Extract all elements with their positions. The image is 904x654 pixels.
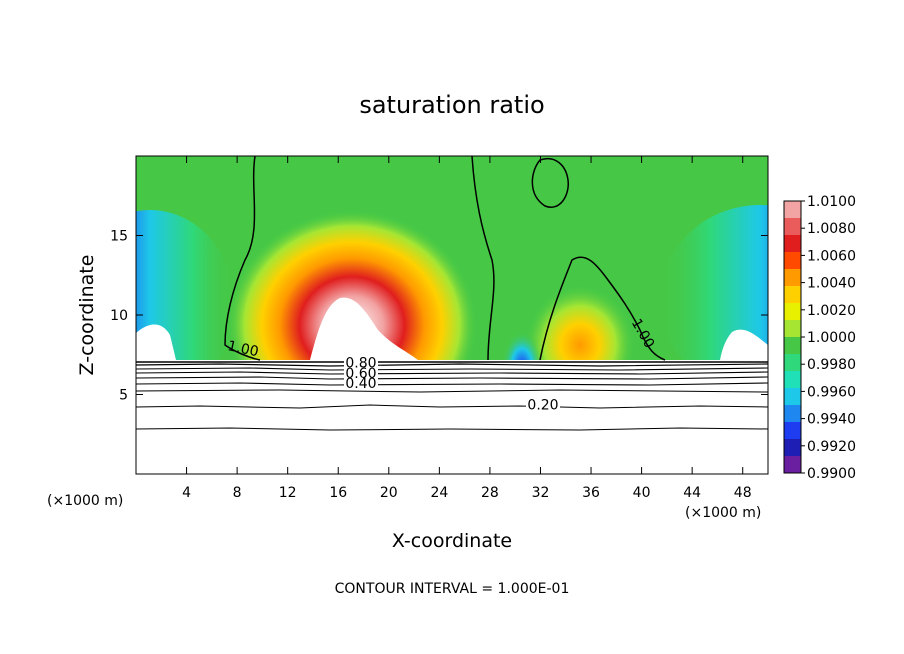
contour-label: 0.80 <box>345 355 376 371</box>
colorbar-label: 1.0040 <box>807 276 856 292</box>
contour-line <box>531 158 569 208</box>
y-tick-label: 5 <box>119 388 128 404</box>
contour-line <box>135 371 769 375</box>
colorbar-swatch <box>784 456 801 474</box>
x-tick-label: 16 <box>329 485 347 501</box>
contour-label: 0.60 <box>345 366 376 382</box>
x-tick-label: 40 <box>633 485 651 501</box>
colorbar-swatch <box>784 405 801 423</box>
colorbar-label: 1.0000 <box>807 330 856 346</box>
x-tick-label: 28 <box>481 485 499 501</box>
y-axis-label: Z-coordinate <box>76 255 98 376</box>
x-tick-label: 36 <box>582 485 600 501</box>
contour-line <box>135 367 769 371</box>
field-white-pocket <box>136 324 176 360</box>
field-secondary-moist-core <box>525 285 635 360</box>
contour-labels: 1.000.800.600.400.201.00 <box>226 316 657 414</box>
colorbar-swatch <box>784 235 801 253</box>
contour-label: 0.40 <box>345 376 376 392</box>
contour-line <box>135 382 769 386</box>
contour-line <box>471 155 495 361</box>
colorbar-label: 0.9900 <box>807 466 856 482</box>
x-tick-label: 20 <box>380 485 398 501</box>
x-tick-label: 48 <box>734 485 752 501</box>
x-tick-label: 32 <box>532 485 550 501</box>
contour-line <box>135 404 769 409</box>
y-axis: 5 10 15 <box>110 229 768 404</box>
contour-lines <box>135 155 769 431</box>
contour-label-background <box>526 399 561 412</box>
colorbar-swatch <box>784 388 801 406</box>
contour-label: 0.20 <box>527 398 558 414</box>
colorbar-swatch <box>784 371 801 389</box>
x-tick-label: 8 <box>233 485 242 501</box>
contour-interval-note: CONTOUR INTERVAL = 1.000E-01 <box>335 581 570 597</box>
contour-line <box>135 427 769 431</box>
colorbar-swatch <box>784 337 801 355</box>
field-central-moist-core <box>227 210 477 360</box>
colorbar-swatch <box>784 269 801 287</box>
colorbar: 1.0100 1.0080 1.0060 1.0040 1.0020 1.0000 0.99… <box>783 194 856 482</box>
y-tick-label: 10 <box>110 308 128 324</box>
colorbar-label: 1.0080 <box>807 221 856 237</box>
x-tick-label: 12 <box>279 485 297 501</box>
contour-line <box>135 376 769 380</box>
x-axis-label: X-coordinate <box>392 530 512 552</box>
colorbar-label: 1.0100 <box>807 194 856 210</box>
colorbar-swatch <box>784 354 801 372</box>
colorbar-swatch <box>784 320 801 338</box>
contour-line <box>224 155 261 361</box>
colorbar-label: 0.9960 <box>807 384 856 400</box>
contour-line <box>135 389 769 393</box>
field-mid-dry-region <box>502 310 542 360</box>
colorbar-swatch <box>784 439 801 457</box>
colorbar-swatch <box>784 218 801 236</box>
field-white-pocket <box>310 297 418 360</box>
y-tick-label: 15 <box>110 229 128 245</box>
field-right-dry-region <box>660 205 768 360</box>
colorbar-label: 1.0060 <box>807 248 856 264</box>
contour-label: 1.00 <box>226 338 260 360</box>
chart-title: saturation ratio <box>359 91 544 119</box>
contour-label-background <box>343 378 378 391</box>
field-left-dry-region <box>136 210 235 360</box>
contour-label-background <box>343 367 378 380</box>
field-white-pocket <box>720 329 768 360</box>
contour-line <box>135 363 769 367</box>
colorbar-label: 1.0020 <box>807 303 856 319</box>
colorbar-label: 0.9940 <box>807 412 856 428</box>
contour-label-background <box>343 357 378 370</box>
x-tick-label: 4 <box>182 485 191 501</box>
x-unit-right: (×1000 m) <box>685 505 761 521</box>
x-axis: 4 8 12 16 20 24 28 32 36 40 44 48 <box>182 156 752 501</box>
x-tick-label: 44 <box>683 485 701 501</box>
colorbar-swatch <box>784 303 801 321</box>
colorbar-label: 0.9980 <box>807 357 856 373</box>
contour-line <box>539 256 666 361</box>
colorbar-label: 0.9920 <box>807 439 856 455</box>
colorbar-swatch <box>784 422 801 440</box>
colorbar-swatch <box>784 286 801 304</box>
heatmap-field <box>136 156 768 360</box>
colorbar-swatch <box>784 252 801 270</box>
x-tick-label: 24 <box>430 485 448 501</box>
colorbar-swatch <box>784 201 801 219</box>
x-unit-left: (×1000 m) <box>47 493 123 509</box>
